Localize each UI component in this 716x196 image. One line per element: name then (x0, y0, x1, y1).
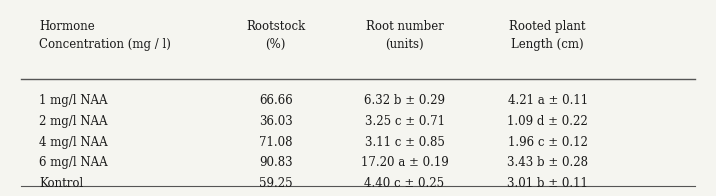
Text: Hormone
Concentration (mg / l): Hormone Concentration (mg / l) (39, 20, 171, 51)
Text: 2 mg/l NAA: 2 mg/l NAA (39, 115, 108, 128)
Text: 1.96 c ± 0.12: 1.96 c ± 0.12 (508, 136, 588, 149)
Text: 90.83: 90.83 (259, 156, 292, 169)
Text: 3.11 c ± 0.85: 3.11 c ± 0.85 (364, 136, 445, 149)
Text: 4.21 a ± 0.11: 4.21 a ± 0.11 (508, 94, 588, 107)
Text: 4.40 c ± 0.25: 4.40 c ± 0.25 (364, 177, 445, 190)
Text: 71.08: 71.08 (259, 136, 292, 149)
Text: Rooted plant
Length (cm): Rooted plant Length (cm) (510, 20, 586, 51)
Text: Root number
(units): Root number (units) (366, 20, 443, 51)
Text: 36.03: 36.03 (258, 115, 293, 128)
Text: 59.25: 59.25 (259, 177, 292, 190)
Text: 17.20 a ± 0.19: 17.20 a ± 0.19 (361, 156, 448, 169)
Text: 3.01 b ± 0.11: 3.01 b ± 0.11 (508, 177, 588, 190)
Text: 3.43 b ± 0.28: 3.43 b ± 0.28 (507, 156, 589, 169)
Text: 4 mg/l NAA: 4 mg/l NAA (39, 136, 108, 149)
Text: Rootstock
(%): Rootstock (%) (246, 20, 305, 51)
Text: 3.25 c ± 0.71: 3.25 c ± 0.71 (364, 115, 445, 128)
Text: 6 mg/l NAA: 6 mg/l NAA (39, 156, 108, 169)
Text: 6.32 b ± 0.29: 6.32 b ± 0.29 (364, 94, 445, 107)
Text: 1 mg/l NAA: 1 mg/l NAA (39, 94, 108, 107)
Text: 1.09 d ± 0.22: 1.09 d ± 0.22 (508, 115, 588, 128)
Text: Kontrol: Kontrol (39, 177, 84, 190)
Text: 66.66: 66.66 (258, 94, 293, 107)
